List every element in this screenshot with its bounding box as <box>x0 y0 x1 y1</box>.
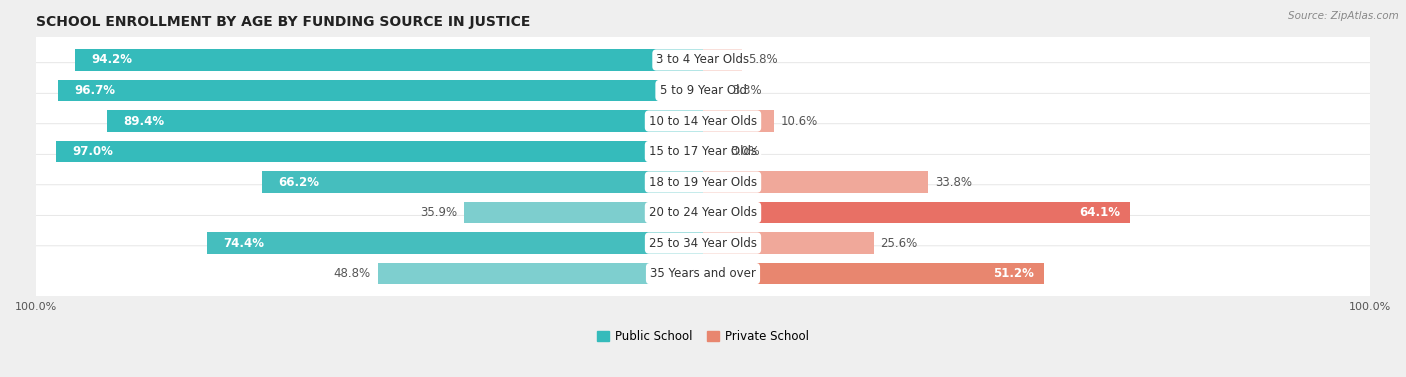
FancyBboxPatch shape <box>27 63 1379 118</box>
Text: 5.8%: 5.8% <box>748 54 778 66</box>
Text: SCHOOL ENROLLMENT BY AGE BY FUNDING SOURCE IN JUSTICE: SCHOOL ENROLLMENT BY AGE BY FUNDING SOUR… <box>37 15 530 29</box>
FancyBboxPatch shape <box>27 246 1379 301</box>
Text: 51.2%: 51.2% <box>994 267 1035 280</box>
Text: 10 to 14 Year Olds: 10 to 14 Year Olds <box>650 115 756 127</box>
Text: 33.8%: 33.8% <box>935 176 972 188</box>
Text: 18 to 19 Year Olds: 18 to 19 Year Olds <box>650 176 756 188</box>
Text: 10.6%: 10.6% <box>780 115 818 127</box>
FancyBboxPatch shape <box>27 215 1379 271</box>
Text: 97.0%: 97.0% <box>73 145 114 158</box>
Bar <box>207 232 703 254</box>
FancyBboxPatch shape <box>27 32 1379 88</box>
FancyBboxPatch shape <box>27 93 1379 149</box>
Bar <box>464 202 703 223</box>
Legend: Public School, Private School: Public School, Private School <box>593 325 813 348</box>
Bar <box>703 232 873 254</box>
Text: 96.7%: 96.7% <box>75 84 115 97</box>
Bar <box>703 49 742 70</box>
Bar <box>56 141 703 162</box>
Bar <box>703 141 723 162</box>
Text: 48.8%: 48.8% <box>333 267 371 280</box>
Text: 89.4%: 89.4% <box>124 115 165 127</box>
Text: 20 to 24 Year Olds: 20 to 24 Year Olds <box>650 206 756 219</box>
Text: 94.2%: 94.2% <box>91 54 132 66</box>
Text: 3.0%: 3.0% <box>730 145 759 158</box>
Text: 25.6%: 25.6% <box>880 237 918 250</box>
FancyBboxPatch shape <box>27 154 1379 210</box>
Text: 74.4%: 74.4% <box>224 237 264 250</box>
FancyBboxPatch shape <box>27 124 1379 179</box>
Text: 66.2%: 66.2% <box>278 176 319 188</box>
Bar <box>58 80 703 101</box>
Text: 15 to 17 Year Olds: 15 to 17 Year Olds <box>650 145 756 158</box>
Bar <box>378 263 703 284</box>
FancyBboxPatch shape <box>27 185 1379 241</box>
Text: Source: ZipAtlas.com: Source: ZipAtlas.com <box>1288 11 1399 21</box>
Text: 5 to 9 Year Old: 5 to 9 Year Old <box>659 84 747 97</box>
Text: 35.9%: 35.9% <box>420 206 457 219</box>
Bar <box>75 49 703 70</box>
Bar <box>107 110 703 132</box>
Bar <box>703 202 1130 223</box>
Bar <box>703 172 928 193</box>
Bar <box>703 80 725 101</box>
Text: 25 to 34 Year Olds: 25 to 34 Year Olds <box>650 237 756 250</box>
Text: 3.3%: 3.3% <box>731 84 761 97</box>
Bar <box>703 110 773 132</box>
Text: 3 to 4 Year Olds: 3 to 4 Year Olds <box>657 54 749 66</box>
Bar <box>262 172 703 193</box>
Text: 35 Years and over: 35 Years and over <box>650 267 756 280</box>
Bar <box>703 263 1045 284</box>
Text: 64.1%: 64.1% <box>1080 206 1121 219</box>
